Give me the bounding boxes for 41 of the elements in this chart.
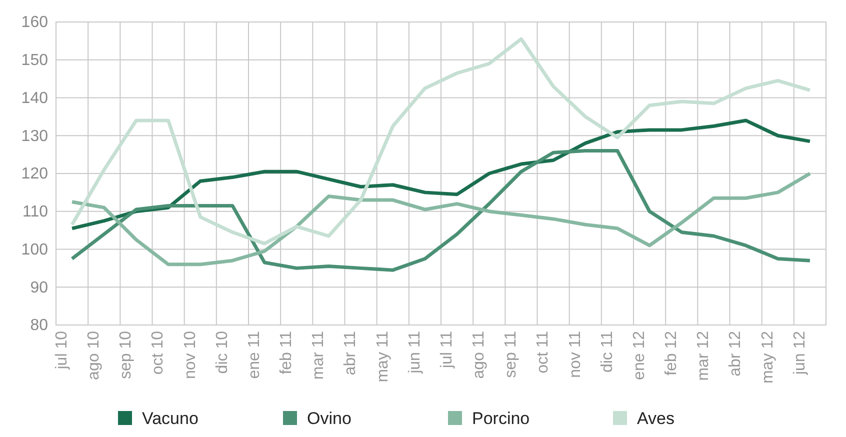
x-tick-label: ago 11 [470, 330, 488, 379]
legend-label: Aves [637, 409, 674, 428]
x-tick-label: jun 12 [791, 330, 808, 376]
x-tick-label: jun 11 [406, 330, 424, 374]
y-tick-label: 100 [21, 241, 48, 258]
y-tick-label: 150 [21, 52, 48, 69]
x-tick-label: oct 11 [534, 330, 552, 374]
line-series [70, 172, 812, 266]
x-tick-label: feb 11 [278, 330, 296, 374]
legend-label: Vacuno [142, 409, 198, 428]
x-tick-label: oct 10 [150, 330, 167, 375]
x-tick-label: ene 11 [246, 330, 263, 379]
x-tick-label: may 11 [374, 330, 392, 382]
y-tick-label: 110 [22, 203, 48, 220]
line-series [70, 149, 812, 272]
y-tick-label: 130 [21, 128, 48, 145]
x-tick-label: mar 11 [310, 330, 328, 380]
line-series [70, 118, 812, 230]
x-tick-label: abr 12 [727, 330, 744, 376]
x-tick-label: nov 11 [566, 330, 584, 378]
x-tick-label: jul 11 [438, 330, 456, 370]
x-tick-label: feb 12 [663, 330, 680, 376]
x-tick-label: ago 10 [86, 330, 103, 380]
x-tick-label: dic 10 [214, 330, 231, 374]
x-tick-label: nov 10 [182, 330, 199, 380]
y-tick-label: 140 [21, 90, 48, 107]
legend-label: Porcino [472, 409, 530, 428]
x-tick-label: sep 11 [502, 330, 520, 378]
x-tick-label: may 12 [759, 330, 776, 384]
y-tick-label: 80 [30, 317, 48, 334]
x-tick-label: abr 11 [342, 330, 360, 376]
x-tick-label: mar 12 [695, 330, 712, 381]
y-tick-label: 160 [21, 14, 48, 32]
line-series [70, 37, 812, 246]
y-tick-label: 90 [30, 279, 48, 296]
x-tick-label: sep 10 [118, 330, 135, 380]
x-tick-label: ene 12 [630, 330, 648, 380]
legend-label: Ovino [307, 409, 352, 428]
y-tick-label: 120 [21, 166, 48, 183]
x-tick-label: jul 10 [53, 330, 70, 370]
x-tick-label: dic 11 [598, 330, 616, 373]
